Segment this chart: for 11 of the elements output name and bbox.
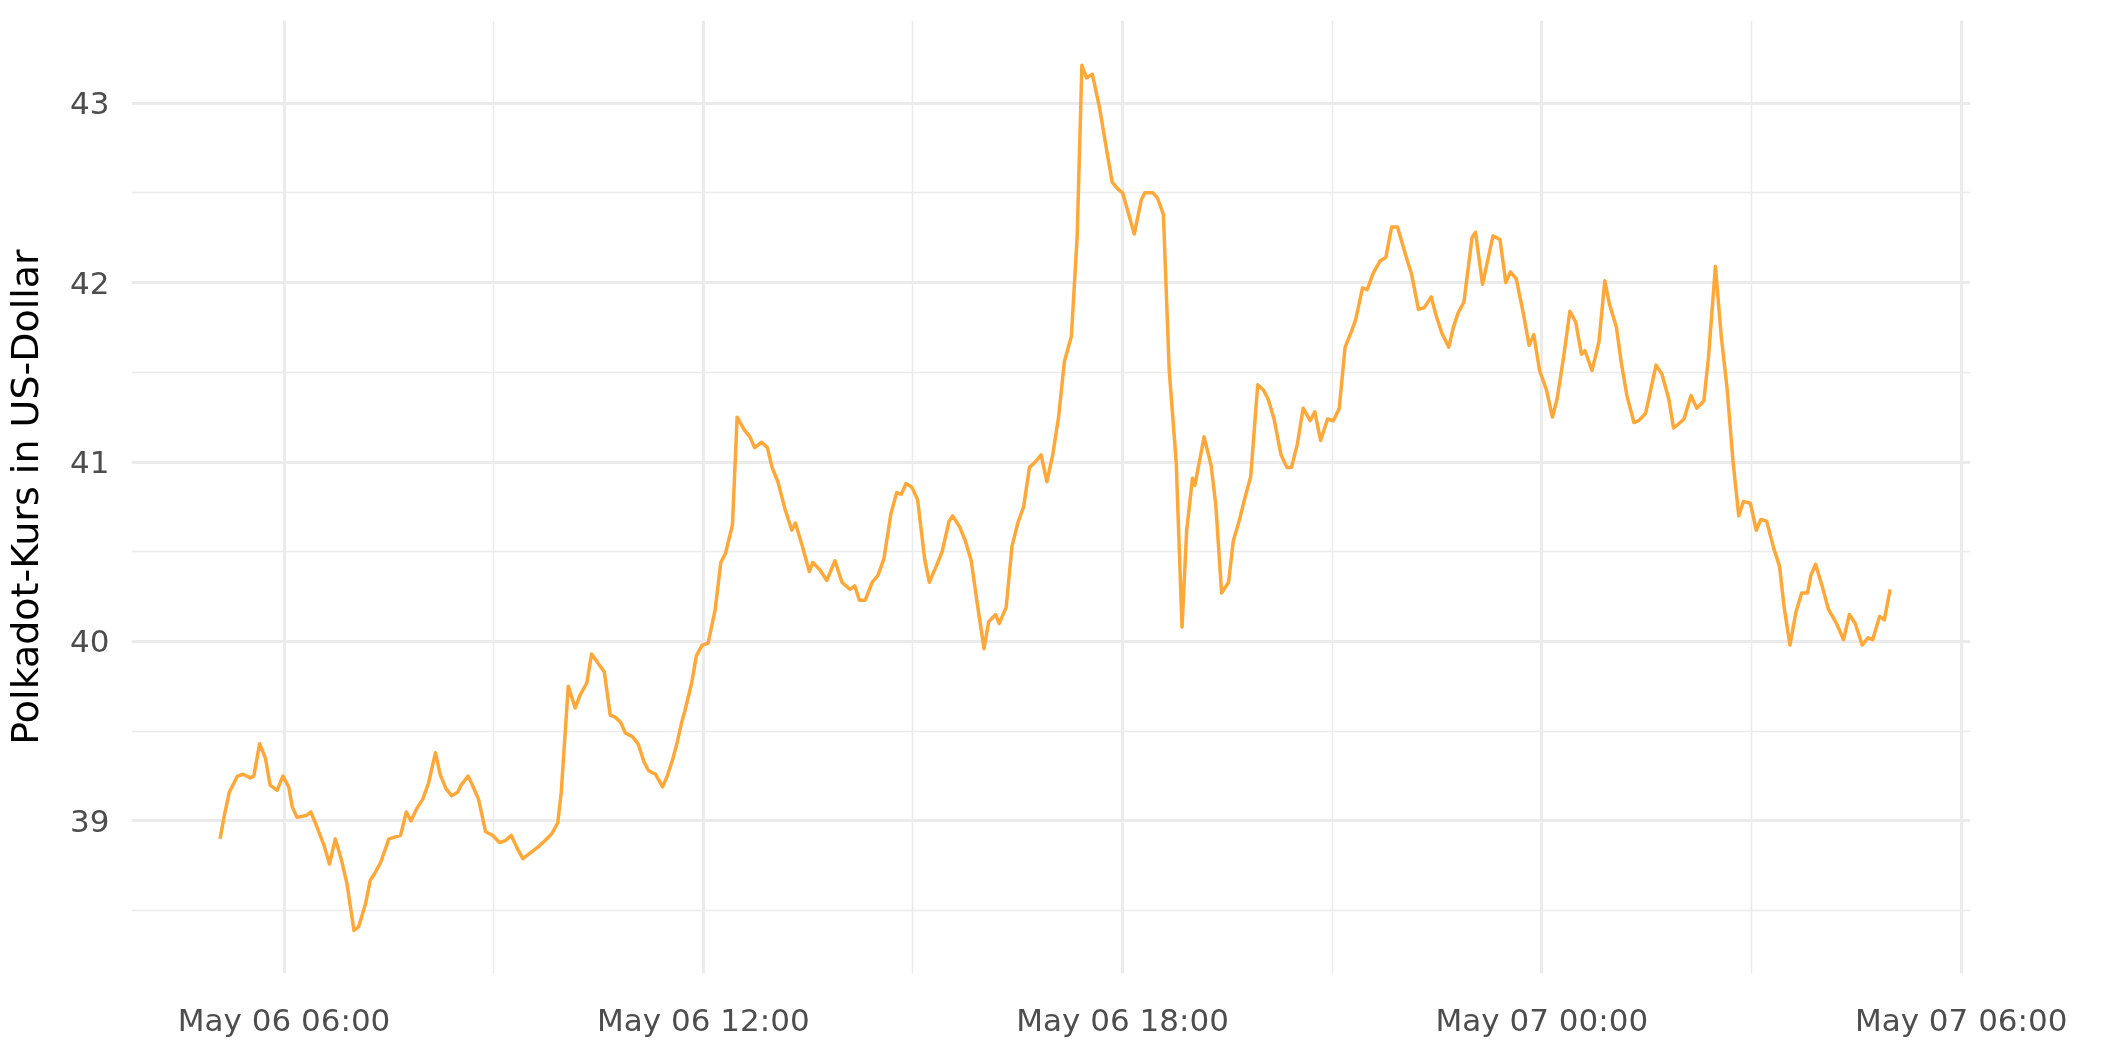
x-tick-label: May 07 00:00 (1435, 1001, 1649, 1038)
y-axis-title: Polkadot-Kurs in US-Dollar (3, 248, 48, 745)
x-tick-label: May 06 06:00 (177, 1001, 391, 1038)
x-tick-label: May 06 18:00 (1016, 1001, 1229, 1038)
x-tick-label: May 06 12:00 (597, 1001, 810, 1038)
y-tick-label: 41 (70, 444, 110, 480)
y-tick-label: 39 (70, 802, 110, 839)
y-tick-label: 43 (70, 85, 110, 122)
x-tick-label: May 07 06:00 (1854, 1001, 2068, 1038)
y-tick-label: 40 (70, 623, 110, 660)
y-tick-label: 42 (70, 264, 110, 301)
